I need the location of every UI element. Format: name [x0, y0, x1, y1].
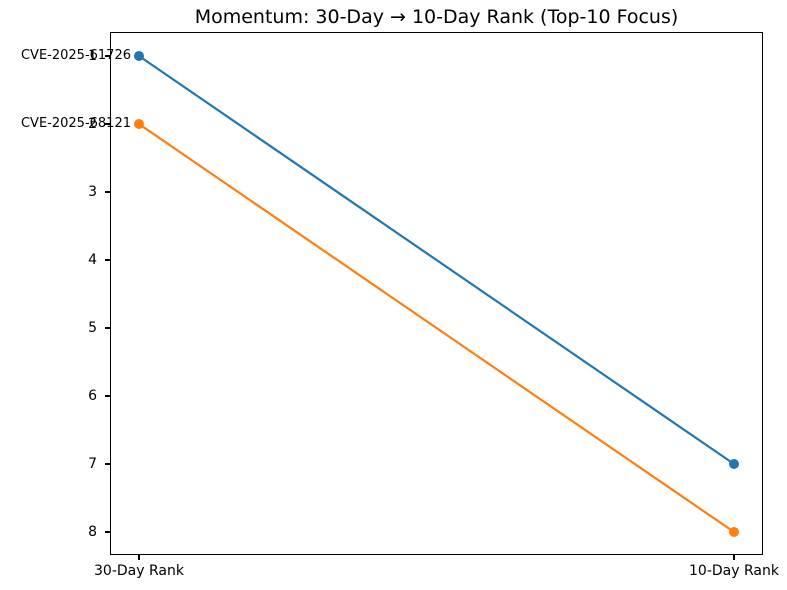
y-tick-label: 4 — [88, 252, 97, 268]
y-tick-mark — [105, 327, 110, 329]
x-tick-label: 30-Day Rank — [94, 563, 184, 579]
y-tick-mark — [105, 123, 110, 125]
chart-title: Momentum: 30-Day → 10-Day Rank (Top-10 F… — [194, 6, 679, 28]
y-tick-mark — [105, 191, 110, 193]
y-tick-label: 6 — [88, 388, 97, 404]
y-tick-mark — [105, 395, 110, 397]
y-tick-label: 5 — [88, 320, 97, 336]
series-label: CVE-2025-61726 — [20, 48, 131, 63]
x-tick-mark — [733, 555, 735, 560]
y-tick-mark — [105, 531, 110, 533]
y-tick-label: 2 — [88, 116, 97, 132]
y-tick-label: 3 — [88, 184, 97, 200]
y-tick-label: 8 — [88, 524, 97, 540]
y-tick-mark — [105, 259, 110, 261]
x-tick-label: 10-Day Rank — [689, 563, 779, 579]
series-label: CVE-2025-68121 — [20, 116, 131, 131]
x-tick-mark — [138, 555, 140, 560]
y-tick-label: 1 — [88, 48, 97, 64]
y-tick-label: 7 — [88, 456, 97, 472]
plot-area — [110, 32, 763, 555]
y-tick-mark — [105, 55, 110, 57]
y-tick-mark — [105, 463, 110, 465]
